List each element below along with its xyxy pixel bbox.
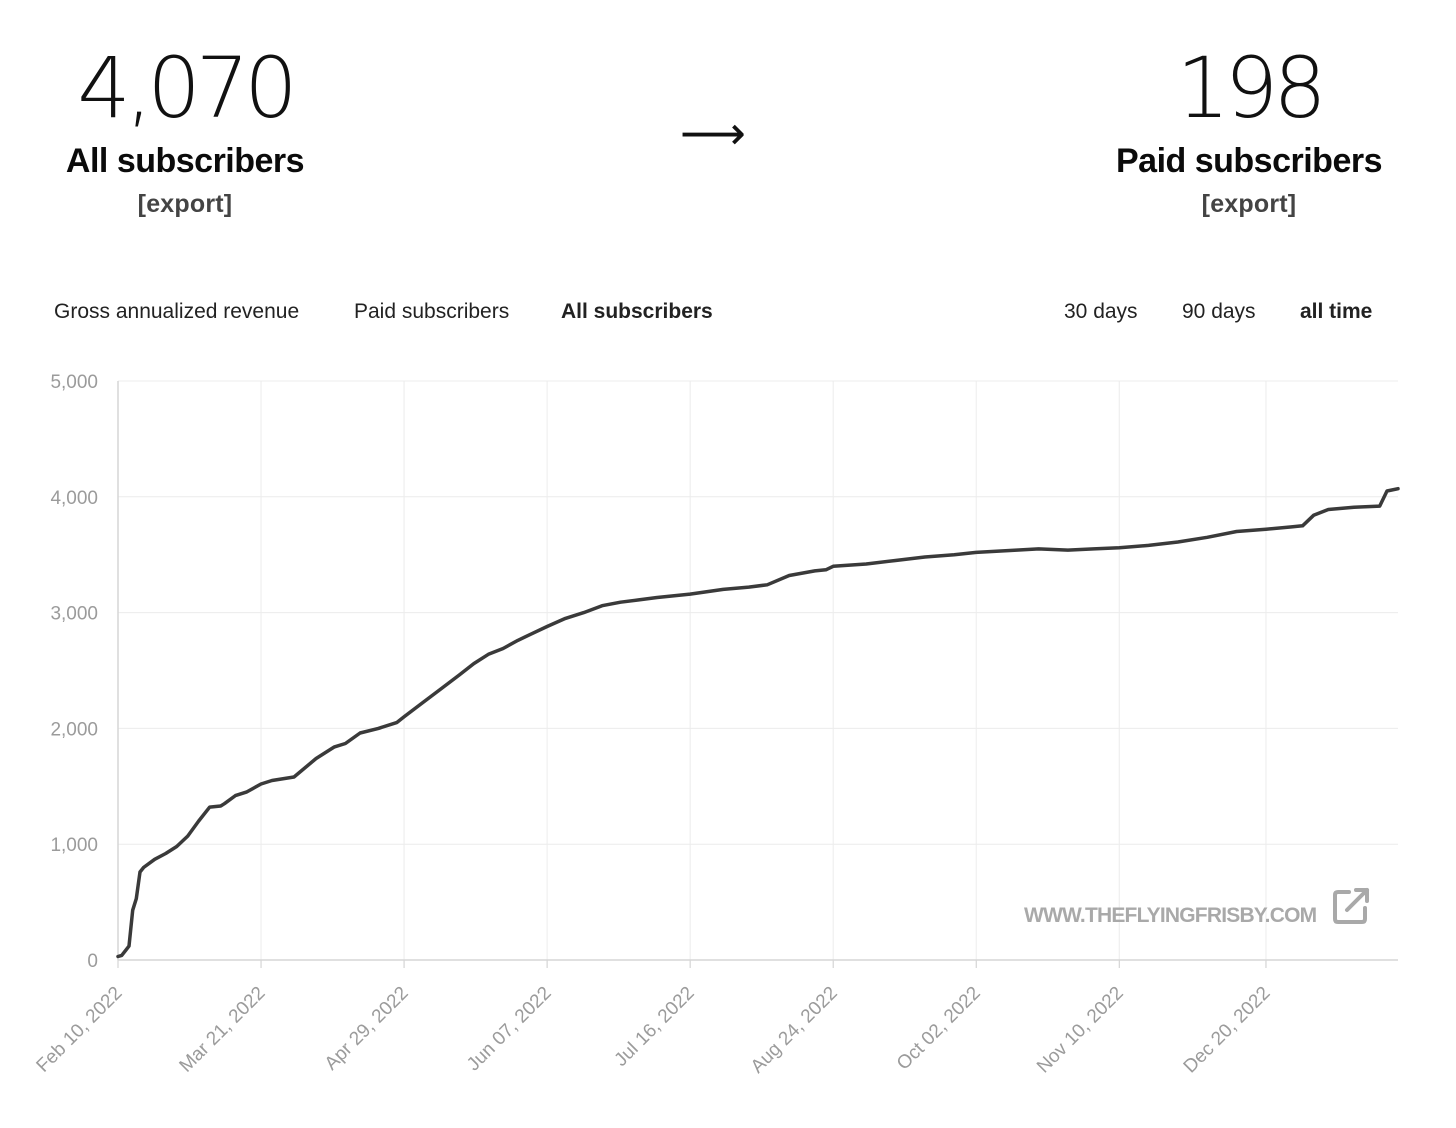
tab-gross-annualized-revenue[interactable]: Gross annualized revenue: [54, 300, 300, 323]
x-tick-label: Dec 20, 2022: [1180, 983, 1275, 1078]
paid-subscribers-count: 198: [1176, 39, 1326, 137]
subscriber-line: [116, 486, 1400, 959]
chart-grid: [117, 380, 1398, 961]
chart-series: [116, 486, 1400, 959]
all-subscribers-label: All subscribers: [65, 142, 305, 180]
range-30-days[interactable]: 30 days: [1064, 300, 1138, 323]
all-subscribers-summary: 4,070 All subscribers [export]: [0, 38, 385, 224]
x-tick-label: Apr 29, 2022: [321, 983, 413, 1075]
chart-axes: 0 1,000 2,000 3,000 4,000 5,000 Feb 10, 2022 Ma…: [33, 372, 1398, 1077]
all-subscribers-export-link[interactable]: [export]: [137, 190, 233, 218]
watermark-text: WWW.THEFLYINGFRISBY.COM: [1024, 904, 1317, 927]
tab-paid-subscribers[interactable]: Paid subscribers: [354, 300, 510, 323]
range-90-days[interactable]: 90 days: [1182, 300, 1256, 323]
x-tick-label: Jun 07, 2022: [463, 983, 556, 1076]
x-tick-label: Feb 10, 2022: [33, 983, 127, 1077]
x-tick-label: Jul 16, 2022: [611, 983, 699, 1071]
x-tick-label: Aug 24, 2022: [747, 983, 842, 1078]
arrow-icon: ⟶: [680, 106, 746, 160]
y-tick-label: 0: [87, 951, 98, 972]
paid-subscribers-export-link[interactable]: [export]: [1201, 190, 1297, 218]
all-subscribers-count: 4,070: [77, 39, 297, 137]
y-tick-label: 1,000: [50, 835, 98, 856]
x-tick-label: Mar 21, 2022: [176, 983, 270, 1077]
y-tick-label: 3,000: [50, 604, 98, 625]
y-tick-label: 2,000: [50, 719, 98, 740]
chart-controls: Gross annualized revenue Paid subscriber…: [0, 300, 1456, 334]
y-tick-label: 4,000: [50, 488, 98, 509]
range-all-time[interactable]: all time: [1300, 300, 1373, 323]
x-tick-label: Nov 10, 2022: [1033, 983, 1128, 1078]
tab-all-subscribers[interactable]: All subscribers: [561, 300, 713, 323]
paid-subscribers-summary: 198 Paid subscribers [export]: [1049, 38, 1449, 224]
x-tick-label: Oct 02, 2022: [893, 983, 985, 1075]
paid-subscribers-label: Paid subscribers: [1115, 142, 1383, 180]
y-tick-label: 5,000: [50, 372, 98, 393]
external-link-icon[interactable]: [1332, 886, 1372, 926]
